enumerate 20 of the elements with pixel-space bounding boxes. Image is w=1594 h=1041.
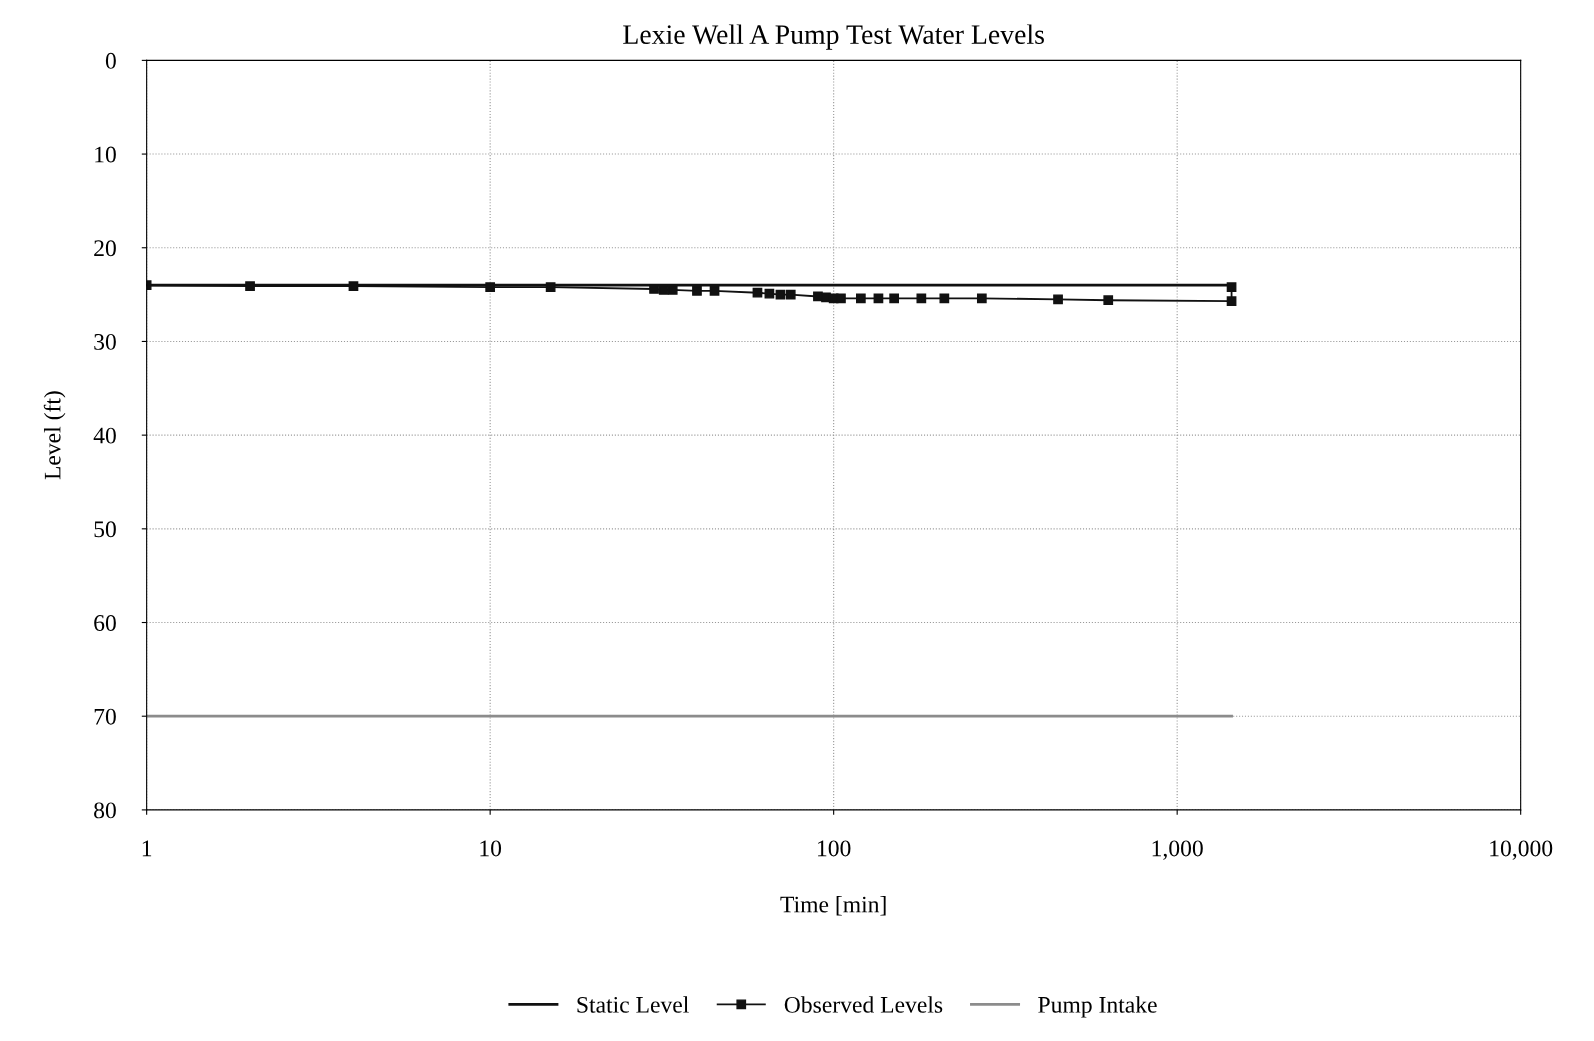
x-tick-label: 1 — [142, 840, 152, 857]
y-tick-label: 10 — [95, 146, 116, 163]
y-tick-label: 60 — [94, 615, 116, 631]
y-tick-label: 80 — [94, 802, 116, 819]
legend-label: Pump Intake — [1038, 996, 1157, 1018]
x-tick-label: 10,000 — [1490, 840, 1553, 860]
y-axis-title: Level (ft) — [43, 391, 66, 480]
x-tick-label: 1,000 — [1152, 840, 1203, 860]
y-tick-label: 50 — [94, 521, 116, 538]
y-tick-label: 70 — [94, 708, 116, 725]
y-tick-label: 20 — [94, 240, 116, 257]
chart-title: Lexie Well A Pump Test Water Levels — [623, 24, 1044, 50]
y-tick-label: 30 — [94, 333, 116, 350]
legend-label: Static Level — [577, 996, 689, 1013]
x-tick-label: 100 — [818, 840, 851, 857]
legend-label: Observed Levels — [784, 996, 943, 1013]
y-tick-label: 40 — [93, 427, 116, 444]
x-tick-label: 10 — [480, 840, 502, 857]
x-axis-title: Time [min] — [780, 895, 886, 916]
y-tick-label: 0 — [105, 52, 116, 69]
